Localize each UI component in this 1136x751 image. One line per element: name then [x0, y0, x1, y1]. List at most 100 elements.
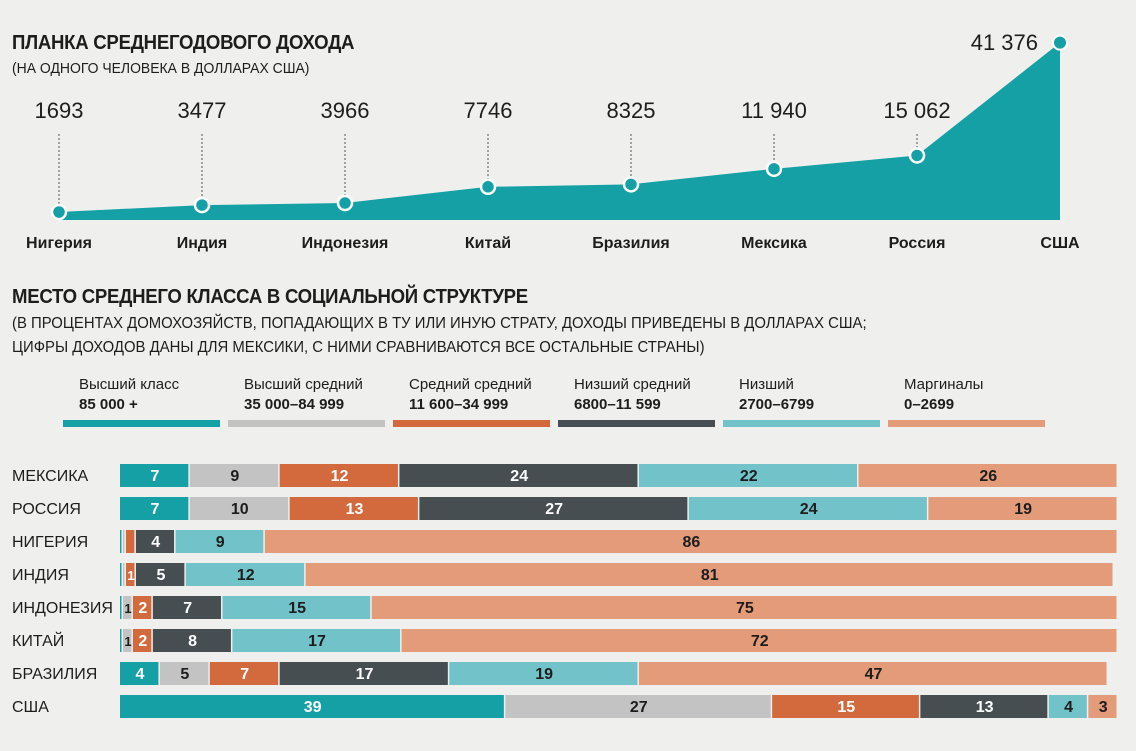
legend-name: Низший средний: [574, 376, 691, 393]
bar-segment: [1048, 695, 1087, 718]
segment-value: 2: [138, 600, 147, 617]
segment-value: 22: [740, 468, 758, 485]
segment-value: 1: [127, 568, 134, 583]
bar-segment: [638, 662, 1107, 685]
structure-subtitle-line-2: ЦИФРЫ ДОХОДОВ ДАНЫ ДЛЯ МЕКСИКИ, С НИМИ С…: [12, 339, 705, 356]
segment-value: 17: [356, 666, 374, 683]
segment-value: 3: [1099, 699, 1108, 716]
bar-segment: [688, 497, 927, 520]
bar-segment: [125, 563, 135, 586]
row-label: НИГЕРИЯ: [12, 534, 88, 551]
segment-value: 5: [180, 666, 189, 683]
value-label: 3966: [321, 98, 370, 123]
segment-value: 86: [683, 534, 701, 551]
segment-value: 13: [346, 501, 364, 518]
bar-segment: [185, 563, 305, 586]
category-label: Нигерия: [26, 235, 92, 252]
segment-value: 12: [331, 468, 349, 485]
segment-value: 17: [308, 633, 326, 650]
income-chart-title: ПЛАНКА СРЕДНЕГОДОВОГО ДОХОДА: [12, 32, 355, 54]
bar-segment: [189, 464, 279, 487]
segment-value: 13: [976, 699, 994, 716]
segment-value: 47: [865, 666, 883, 683]
bar-segment: [505, 695, 771, 718]
income-chart-subtitle: (НА ОДНОГО ЧЕЛОВЕКА В ДОЛЛАРАХ США): [12, 60, 310, 77]
legend-range: 85 000 +: [79, 396, 138, 413]
legend-name: Маргиналы: [904, 376, 984, 393]
segment-value: 19: [1014, 501, 1032, 518]
structure-chart-title: МЕСТО СРЕДНЕГО КЛАССА В СОЦИАЛЬНОЙ СТРУК…: [12, 286, 528, 308]
data-point: [622, 176, 640, 193]
legend-range: 0–2699: [904, 396, 955, 413]
bar-segment: [638, 464, 858, 487]
legend-name: Низший: [739, 376, 794, 393]
segment-value: 4: [1064, 699, 1073, 716]
segment-value: 7: [150, 468, 159, 485]
value-label: 8325: [607, 98, 656, 123]
segment-value: 24: [510, 468, 528, 485]
bar-segment: [135, 530, 175, 553]
segment-value: 4: [136, 666, 145, 683]
bar-segment: [289, 497, 418, 520]
bar-segment: [232, 629, 401, 652]
bar-segment: [772, 695, 919, 718]
bar-segment: [122, 530, 125, 553]
data-point: [479, 178, 497, 196]
segment-value: 75: [736, 600, 754, 617]
legend-swatch: [393, 420, 550, 427]
value-label: 1693: [35, 98, 84, 123]
row-label: РОССИЯ: [12, 501, 81, 518]
segment-value: 39: [304, 699, 322, 716]
bar-segment: [120, 629, 122, 652]
row-label: МЕКСИКА: [12, 468, 89, 485]
bar-segment: [122, 596, 132, 619]
legend-swatch: [723, 420, 880, 427]
segment-value: 2: [138, 633, 147, 650]
legend-swatch: [63, 420, 220, 427]
bar-segment: [125, 530, 135, 553]
category-label: Индия: [177, 235, 228, 252]
segment-value: 26: [979, 468, 997, 485]
bar-segment: [371, 596, 1117, 619]
bar-segment: [920, 695, 1048, 718]
legend-item: Низший средний 6800–11 599: [558, 376, 715, 427]
row-label: ИНДОНЕЗИЯ: [12, 600, 113, 617]
bar-segment: [120, 695, 504, 718]
row-label: КИТАЙ: [12, 631, 64, 650]
segment-value: 7: [183, 600, 192, 617]
bar-segment: [1088, 695, 1117, 718]
legend-item: Низший 2700–6799: [723, 376, 880, 427]
segment-value: 4: [151, 534, 160, 551]
legend-item: Маргиналы 0–2699: [888, 376, 1045, 427]
row-label: ИНДИЯ: [12, 567, 69, 584]
legend-item: Высший класс 85 000 +: [63, 376, 220, 427]
legend-name: Высший средний: [244, 376, 363, 393]
legend-swatch: [228, 420, 385, 427]
segment-value: 27: [545, 501, 563, 518]
category-label: Бразилия: [592, 235, 670, 252]
data-point: [193, 196, 211, 214]
category-label: США: [1040, 235, 1080, 252]
value-label: 15 062: [883, 98, 950, 123]
row-label: БРАЗИЛИЯ: [12, 666, 97, 683]
segment-value: 1: [124, 634, 131, 649]
value-label: 7746: [464, 98, 513, 123]
bar-segment: [120, 596, 122, 619]
bar-segment: [401, 629, 1117, 652]
bar-segment: [159, 662, 209, 685]
segment-value: 27: [630, 699, 648, 716]
legend-name: Высший класс: [79, 376, 180, 393]
bar-segment: [928, 497, 1117, 520]
bar-segment: [279, 662, 448, 685]
data-point: [908, 147, 926, 164]
value-label: 11 940: [741, 98, 807, 123]
legend-range: 35 000–84 999: [244, 396, 345, 413]
legend-swatch: [888, 420, 1045, 427]
bar-segment: [305, 563, 1113, 586]
category-label: Индонезия: [302, 235, 389, 252]
legend-name: Средний средний: [409, 376, 532, 393]
bar-segment: [449, 662, 638, 685]
value-label: 41 376: [971, 30, 1038, 55]
structure-chart-subtitle: (В ПРОЦЕНТАХ ДОМОХОЗЯЙСТВ, ПОПАДАЮЩИХ В …: [12, 312, 867, 360]
legend-item: Средний средний 11 600–34 999: [393, 376, 550, 427]
